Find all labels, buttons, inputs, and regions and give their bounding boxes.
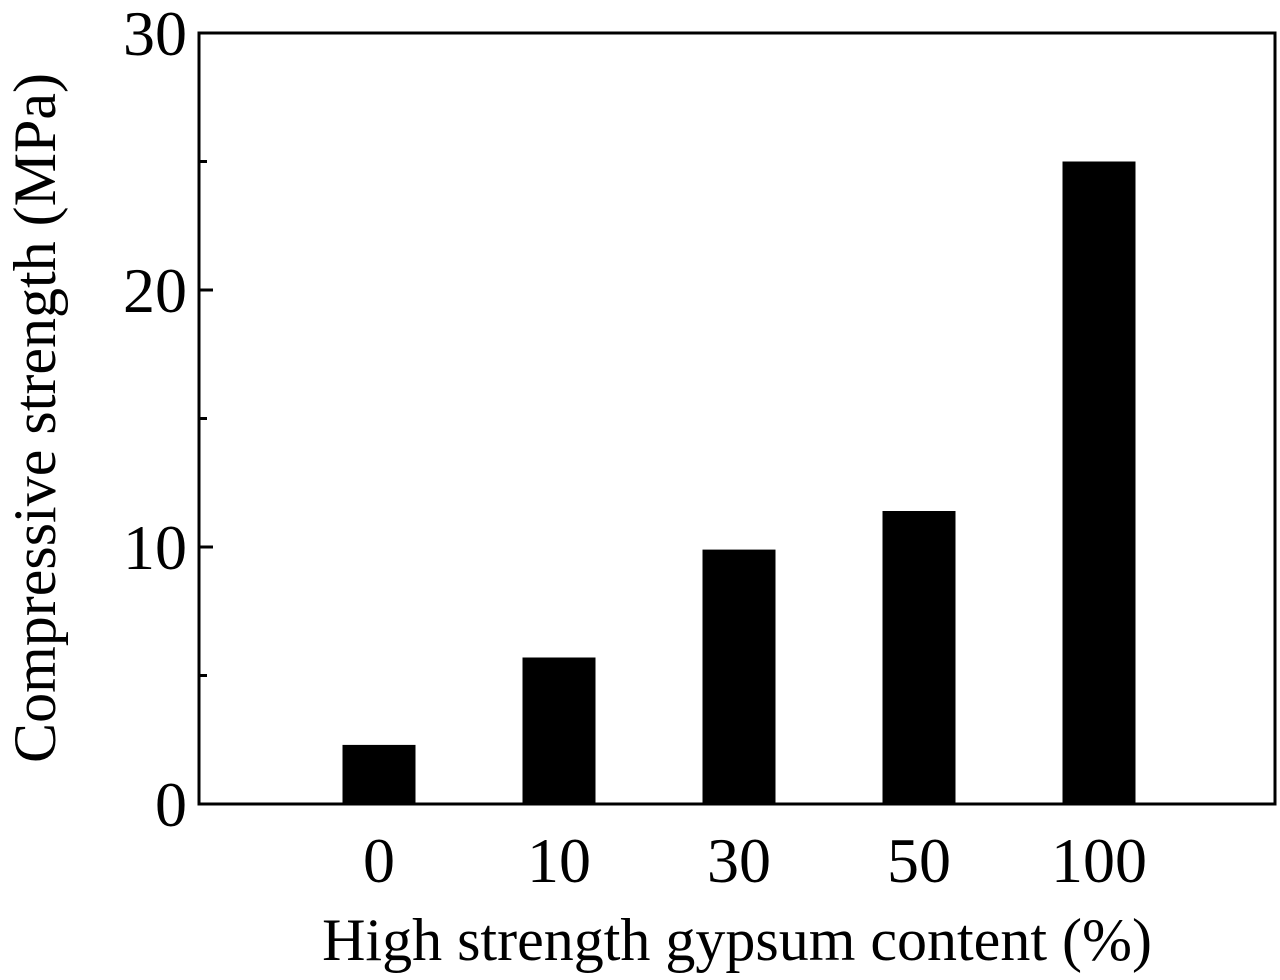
bar-30 [702,549,776,804]
bar-10 [522,657,596,804]
x-tick-label: 100 [1051,825,1147,896]
x-tick-label: 0 [363,825,395,896]
y-axis-title: Compressive strength (MPa) [2,73,68,763]
y-tick-label: 10 [123,512,187,583]
x-axis-ticks: 0 10 30 50 100 [363,825,1147,896]
x-tick-label: 10 [527,825,591,896]
y-tick-label: 30 [123,0,187,69]
bars-layer [342,161,1136,804]
y-tick-label: 20 [123,255,187,326]
x-tick-label: 50 [887,825,951,896]
x-tick-label: 30 [707,825,771,896]
y-axis-ticks: 0 10 20 30 [123,0,213,840]
bar-100 [1062,161,1136,804]
x-axis-title: High strength gypsum content (%) [322,907,1152,973]
bar-0 [342,744,416,804]
y-tick-label: 0 [155,769,187,840]
bar-50 [882,511,956,804]
